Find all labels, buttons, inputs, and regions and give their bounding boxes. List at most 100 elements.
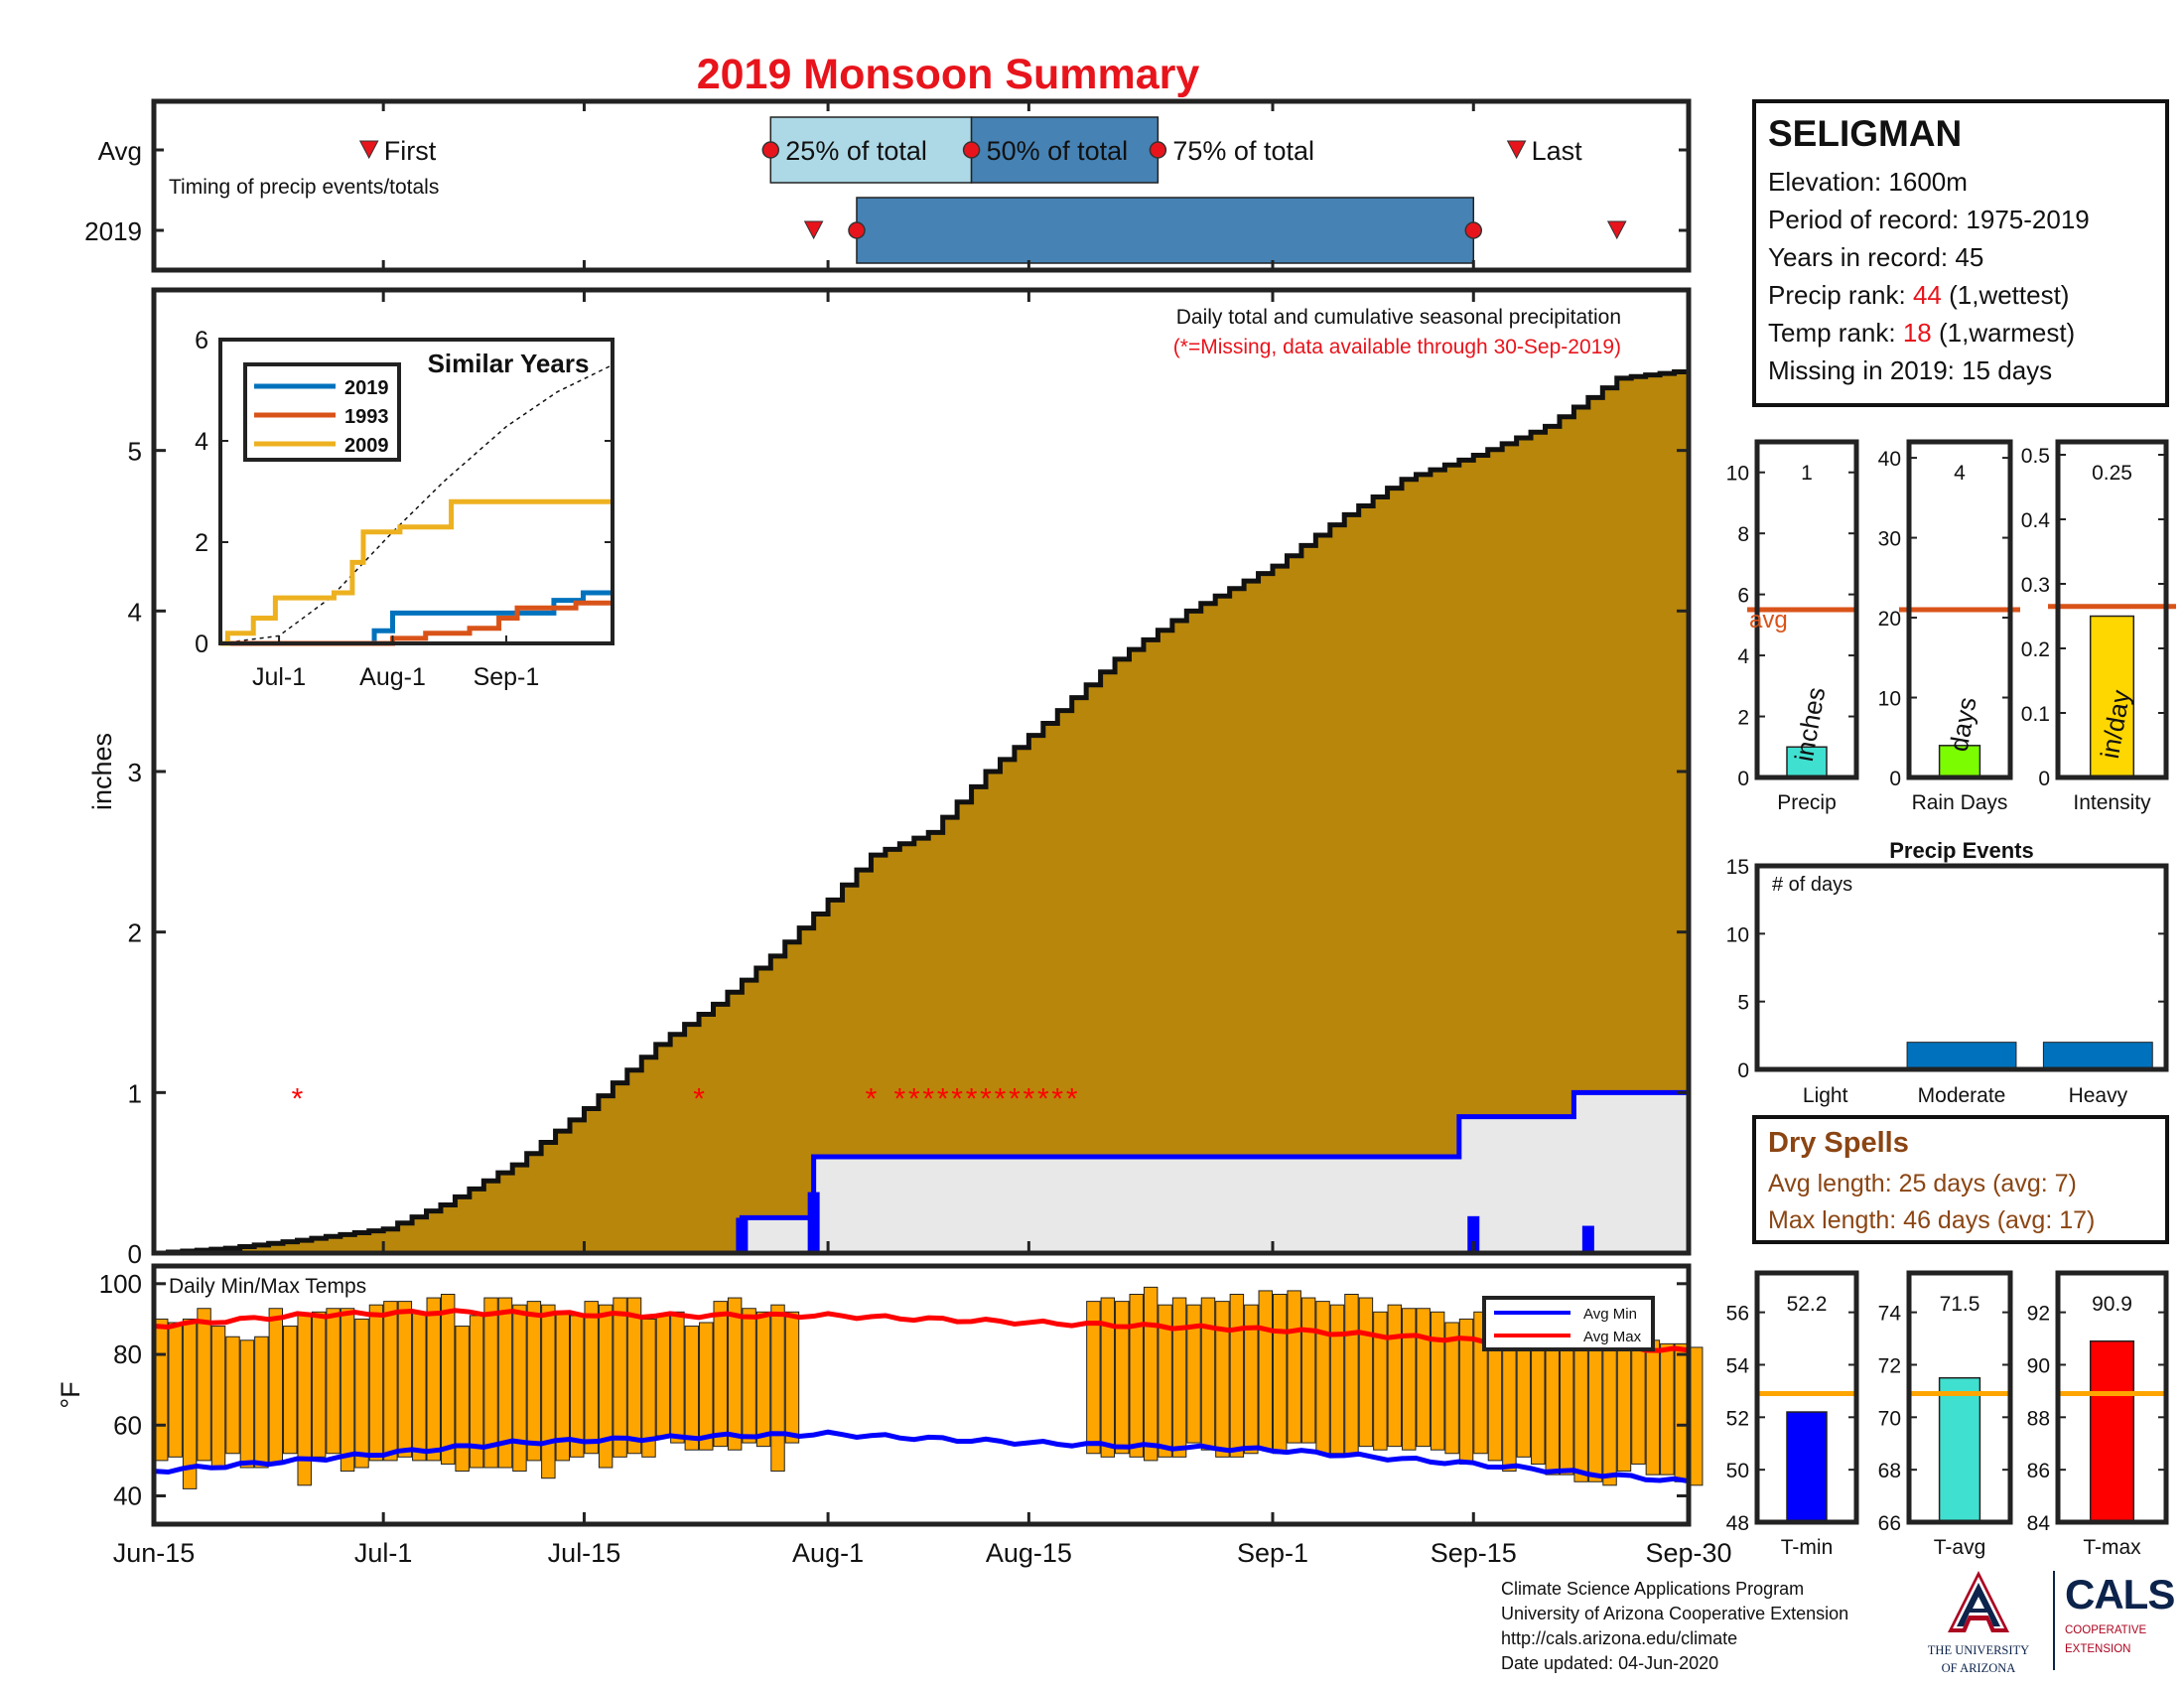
cumulative-title: Daily total and cumulative seasonal prec… — [1176, 306, 1621, 329]
2019-first-marker — [803, 220, 824, 240]
avg-p50-label: 50% of total — [987, 136, 1129, 166]
temp-range-bar — [340, 1308, 355, 1473]
tmax_mini-tick-label: 92 — [2027, 1303, 2050, 1326]
avg-last-label: Last — [1532, 136, 1583, 166]
timing-row-avg: Avg — [98, 136, 142, 166]
missing-marker: * — [1037, 1082, 1049, 1115]
temp-range-bar — [1171, 1297, 1187, 1458]
raindays_mini-tick-label: 10 — [1878, 688, 1901, 711]
missing-marker: * — [995, 1082, 1007, 1115]
raindays_mini-tick-label: 20 — [1878, 608, 1901, 631]
temp-range-bar — [1200, 1297, 1216, 1451]
temp-range-bar — [1086, 1301, 1101, 1455]
avg-max-line — [153, 1308, 1690, 1353]
tmin_mini-bar — [1786, 1411, 1828, 1523]
temp-range-bar — [755, 1311, 771, 1448]
cals-sub-line-2: EXTENSION — [2065, 1643, 2131, 1655]
tmin_mini-tick-label: 54 — [1726, 1354, 1750, 1377]
inset-y-tick-label: 0 — [195, 631, 208, 658]
events-tick-label: 10 — [1726, 923, 1749, 946]
tmax_mini-value-label: 90.9 — [2092, 1293, 2132, 1316]
timing-row-2019: 2019 — [84, 216, 142, 246]
tmax_mini-tick-label: 84 — [2027, 1512, 2051, 1535]
inset-x-tick-label: Sep-1 — [474, 663, 540, 691]
missing-marker: * — [1051, 1082, 1063, 1115]
inset-x-tick-label: Aug-1 — [359, 663, 426, 691]
y-tick-label: 0 — [128, 1239, 142, 1269]
tavg_mini-bar — [1938, 1376, 1981, 1523]
temp-range-bar — [613, 1297, 627, 1458]
temp-range-bar — [713, 1301, 728, 1448]
x-tick-label: Aug-1 — [792, 1538, 864, 1568]
intensity_mini-tick-label: 0.4 — [2021, 509, 2051, 532]
precip-events-plot — [1757, 866, 2166, 1069]
temp-range-bar — [1229, 1293, 1245, 1458]
dry-spells-box: Dry Spells Avg length: 25 days (avg: 7) … — [1752, 1115, 2169, 1244]
temp-range-bar — [254, 1336, 269, 1469]
station-info-box: SELIGMAN Elevation: 1600m Period of reco… — [1752, 99, 2169, 407]
similar-years-line-2009 — [220, 498, 613, 646]
intensity_mini-xlabel: Intensity — [2073, 791, 2151, 814]
similar-years-title: Similar Years — [428, 349, 590, 378]
temp-range-bar — [1272, 1293, 1288, 1455]
temp-range-bar — [1100, 1297, 1116, 1458]
precip_mini-avg-label: avg — [1749, 607, 1788, 633]
temp-range-bar — [283, 1326, 298, 1455]
missing-marker: * — [1024, 1082, 1035, 1115]
precip-event-bar-moderate — [1906, 1042, 2017, 1070]
inset-y-tick-label: 2 — [195, 529, 208, 557]
tavg_mini-tick-label: 70 — [1878, 1407, 1901, 1430]
temp-y-tick-label: 80 — [113, 1339, 142, 1369]
temps-plot-frame — [151, 1263, 1692, 1527]
tmin_mini-tick-label: 50 — [1726, 1460, 1749, 1482]
missing-marker: * — [951, 1082, 963, 1115]
tmax_mini-xlabel: T-max — [2083, 1536, 2141, 1559]
missing-marker: * — [866, 1082, 878, 1115]
temp-range-bar — [1373, 1311, 1388, 1451]
temp-range-bar — [1258, 1290, 1273, 1451]
temp-rank-value: 18 — [1902, 318, 1932, 348]
ua-name-line-2: OF ARIZONA — [1941, 1661, 2016, 1675]
x-tick-label: Aug-15 — [986, 1538, 1072, 1568]
cals-wordmark: CALS — [2065, 1571, 2175, 1618]
x-tick-label: Jul-1 — [354, 1538, 413, 1568]
temp-range-bar — [1344, 1293, 1359, 1455]
temp-range-bar — [239, 1339, 255, 1469]
temp-range-bar — [699, 1322, 714, 1451]
temp-range-bar — [1660, 1342, 1675, 1476]
temp-range-bar — [1689, 1346, 1704, 1486]
intensity_mini-tick-label: 0.2 — [2021, 638, 2050, 661]
temp-range-bar — [584, 1301, 599, 1455]
inset-y-tick-label: 4 — [195, 428, 208, 456]
tavg_mini-value-label: 71.5 — [1940, 1293, 1980, 1316]
avg-first-label: First — [384, 136, 437, 166]
precip_mini-tick-label: 8 — [1737, 523, 1749, 546]
temp-range-bar — [1587, 1329, 1603, 1482]
timing-2019-bar — [856, 197, 1475, 264]
cumulative-avg-area — [154, 369, 1689, 1253]
temp-range-bar — [1129, 1293, 1144, 1458]
temp-range-bar — [197, 1308, 211, 1462]
tavg_mini-tick-label: 72 — [1878, 1354, 1901, 1377]
credit-line-2: University of Arizona Cooperative Extens… — [1501, 1604, 1849, 1623]
missing-marker: * — [937, 1082, 949, 1115]
temp-range-bar — [541, 1304, 556, 1479]
temp-range-bar — [368, 1304, 384, 1462]
x-tick-label: Sep-1 — [1237, 1538, 1308, 1568]
2019-p25-marker — [848, 221, 866, 239]
temp-range-bar — [440, 1293, 456, 1465]
2019-last-marker — [1606, 220, 1627, 240]
raindays_mini-tick-label: 0 — [1889, 768, 1901, 790]
temp-range-bar — [1358, 1297, 1374, 1448]
precip_mini-bar — [1786, 746, 1828, 778]
temp-range-bar — [1430, 1311, 1445, 1451]
x-tick-label: Jun-15 — [113, 1538, 196, 1568]
precip-event-bar-heavy — [2042, 1042, 2153, 1070]
raindays_mini-frame — [1906, 439, 2013, 780]
daily-precip-bar — [807, 1192, 820, 1253]
figure-title: 2019 Monsoon Summary — [697, 51, 1200, 98]
missing-days: Missing in 2019: 15 days — [1768, 355, 2053, 385]
legend-label-1993: 1993 — [344, 406, 389, 428]
legend-label-2009: 2009 — [344, 435, 389, 457]
